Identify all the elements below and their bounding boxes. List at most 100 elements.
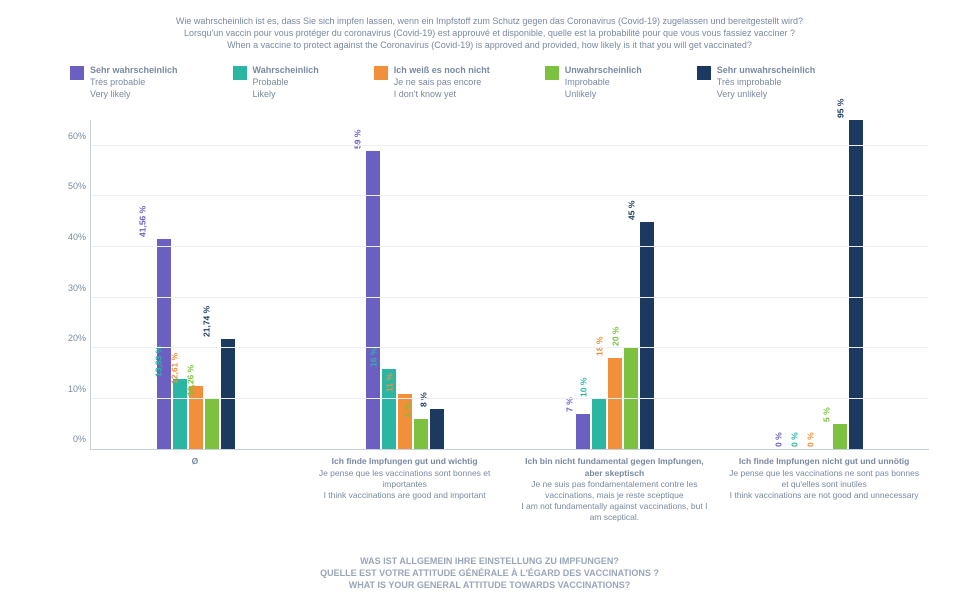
bar-value-label: 7 % <box>564 397 574 414</box>
bar-unlikely: 5 % <box>833 424 847 449</box>
x-label-avg: Ø <box>90 456 300 522</box>
legend-item-very_unlikely: Sehr unwahrscheinlichTrès improbableVery… <box>697 65 816 100</box>
x-axis-labels: ØIch finde Impfungen gut und wichtigJe p… <box>90 456 929 522</box>
bar-group-bad: 0 %0 %0 %5 %95 % <box>720 120 930 449</box>
legend-swatch-icon <box>233 66 247 80</box>
bar-very_unlikely: 21,74 % <box>221 339 235 449</box>
legend-label: Sehr wahrscheinlichTrès probableVery lik… <box>90 65 178 100</box>
gridline <box>91 246 929 247</box>
x-label-fr: Je pense que les vaccinations ne sont pa… <box>725 468 923 490</box>
bar-very_likely: 7 % <box>576 414 590 449</box>
legend-label-fr: Je ne sais pas encore <box>394 77 490 89</box>
legend-label: Ich weiß es noch nichtJe ne sais pas enc… <box>394 65 490 100</box>
x-axis-title: WAS IST ALLGEMEIN IHRE EINSTELLUNG ZU IM… <box>40 555 939 591</box>
x-label-de: Ø <box>96 456 294 467</box>
bar-value-label: 16 % <box>369 347 379 368</box>
bar-value-label: 8 % <box>419 392 429 409</box>
x-label-en: I think vaccinations are good and import… <box>306 490 504 501</box>
title-de: Wie wahrscheinlich ist es, dass Sie sich… <box>40 15 939 27</box>
bar-unlikely: 6 % <box>414 419 428 449</box>
legend-item-likely: WahrscheinlichProbableLikely <box>233 65 319 100</box>
legend-label-de: Sehr wahrscheinlich <box>90 65 178 77</box>
bar-value-label: 21,74 % <box>201 306 211 339</box>
bar-value-label: 20 % <box>610 327 620 348</box>
x-label-de: Ich finde Impfungen nicht gut und unnöti… <box>725 456 923 467</box>
x-label-de: Ich bin nicht fundamental gegen Impfunge… <box>516 456 714 478</box>
bar-value-label: 12,61 % <box>169 352 179 385</box>
bar-value-label: 6 % <box>403 402 413 419</box>
legend-item-dont_know: Ich weiß es noch nichtJe ne sais pas enc… <box>374 65 490 100</box>
bottom-title-fr: QUELLE EST VOTRE ATTITUDE GÉNÉRALE À L'É… <box>40 567 939 579</box>
gridline <box>91 398 929 399</box>
x-label-sceptical: Ich bin nicht fundamental gegen Impfunge… <box>510 456 720 522</box>
chart-container: Wie wahrscheinlich ist es, dass Sie sich… <box>0 0 979 601</box>
bottom-title-de: WAS IST ALLGEMEIN IHRE EINSTELLUNG ZU IM… <box>40 555 939 567</box>
bar-group-avg: 41,56 %13,83 %12,61 %10,26 %21,74 % <box>91 120 301 449</box>
legend-item-unlikely: UnwahrscheinlichImprobableUnlikely <box>545 65 642 100</box>
bar-very_unlikely: 8 % <box>430 409 444 449</box>
bar-value-label: 10 % <box>578 378 588 399</box>
legend-label-fr: Improbable <box>565 77 642 89</box>
bar-unlikely: 20 % <box>624 348 638 449</box>
gridline <box>91 347 929 348</box>
legend-label-de: Sehr unwahrscheinlich <box>717 65 816 77</box>
y-tick-label: 50% <box>56 181 86 191</box>
gridline <box>91 145 929 146</box>
bar-value-label: 45 % <box>626 200 636 221</box>
y-tick-label: 60% <box>56 131 86 141</box>
y-tick-label: 40% <box>56 232 86 242</box>
legend-label: Sehr unwahrscheinlichTrès improbableVery… <box>717 65 816 100</box>
legend-label-en: Very unlikely <box>717 89 816 101</box>
bar-very_unlikely: 45 % <box>640 222 654 450</box>
chart-plot-area: 41,56 %13,83 %12,61 %10,26 %21,74 %59 %1… <box>90 120 929 450</box>
chart-title: Wie wahrscheinlich ist es, dass Sie sich… <box>40 15 939 51</box>
legend-label-de: Wahrscheinlich <box>253 65 319 77</box>
x-label-fr: Je pense que les vaccinations sont bonne… <box>306 468 504 490</box>
legend-label: WahrscheinlichProbableLikely <box>253 65 319 100</box>
bar-value-label: 0 % <box>790 433 800 450</box>
legend: Sehr wahrscheinlichTrès probableVery lik… <box>40 65 939 100</box>
bar-very_unlikely: 95 % <box>849 120 863 449</box>
legend-label-fr: Très improbable <box>717 77 816 89</box>
bar-value-label: 10,26 % <box>185 364 195 397</box>
bar-group-sceptical: 7 %10 %18 %20 %45 % <box>510 120 720 449</box>
title-en: When a vaccine to protect against the Co… <box>40 39 939 51</box>
legend-label-fr: Probable <box>253 77 319 89</box>
bar-value-label: 59 % <box>353 129 363 150</box>
y-tick-label: 0% <box>56 434 86 444</box>
legend-label-en: I don't know yet <box>394 89 490 101</box>
x-label-fr: Je ne suis pas fondamentalement contre l… <box>516 479 714 501</box>
legend-swatch-icon <box>374 66 388 80</box>
x-label-en: I am not fundamentally against vaccinati… <box>516 501 714 523</box>
bar-group-good: 59 %16 %11 %6 %8 % <box>301 120 511 449</box>
x-label-de: Ich finde Impfungen gut und wichtig <box>306 456 504 467</box>
y-tick-label: 20% <box>56 333 86 343</box>
x-label-good: Ich finde Impfungen gut und wichtigJe pe… <box>300 456 510 522</box>
legend-item-very_likely: Sehr wahrscheinlichTrès probableVery lik… <box>70 65 178 100</box>
title-fr: Lorsqu'un vaccin pour vous protéger du c… <box>40 27 939 39</box>
bottom-title-en: WHAT IS YOUR GENERAL ATTITUDE TOWARDS VA… <box>40 579 939 591</box>
legend-swatch-icon <box>697 66 711 80</box>
y-tick-label: 10% <box>56 384 86 394</box>
gridline <box>91 195 929 196</box>
bar-groups: 41,56 %13,83 %12,61 %10,26 %21,74 %59 %1… <box>91 120 929 449</box>
legend-label-fr: Très probable <box>90 77 178 89</box>
x-label-en: I think vaccinations are not good and un… <box>725 490 923 501</box>
legend-label-en: Unlikely <box>565 89 642 101</box>
bar-likely: 10 % <box>592 399 606 450</box>
legend-swatch-icon <box>70 66 84 80</box>
bar-value-label: 0 % <box>774 433 784 450</box>
bar-value-label: 0 % <box>806 433 816 450</box>
y-tick-label: 30% <box>56 283 86 293</box>
legend-label-en: Likely <box>253 89 319 101</box>
bar-very_likely: 41,56 % <box>157 239 171 449</box>
gridline <box>91 297 929 298</box>
bar-value-label: 95 % <box>836 99 846 120</box>
bar-value-label: 41,56 % <box>137 206 147 239</box>
bar-value-label: 11 % <box>385 373 395 394</box>
bar-dont_know: 18 % <box>608 358 622 449</box>
legend-label-de: Unwahrscheinlich <box>565 65 642 77</box>
bar-value-label: 13,83 % <box>153 346 163 379</box>
bar-unlikely: 10,26 % <box>205 398 219 450</box>
bar-value-label: 5 % <box>822 408 832 425</box>
